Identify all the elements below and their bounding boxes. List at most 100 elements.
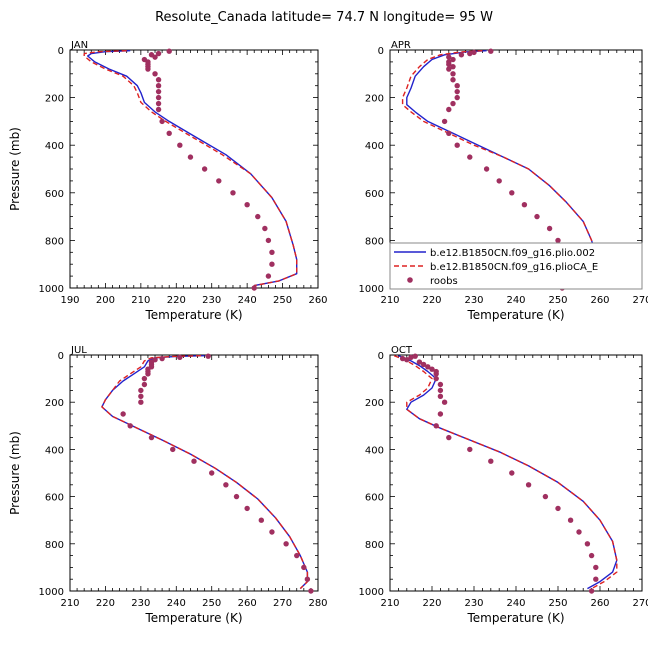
obs-point (177, 142, 183, 148)
obs-point (141, 375, 148, 382)
obs-point (404, 357, 410, 363)
obs-point (301, 564, 307, 571)
obs-point (437, 381, 444, 388)
obs-point (454, 83, 460, 89)
obs-point (265, 273, 272, 279)
obs-point (446, 106, 452, 113)
x-tick-label: 250 (548, 598, 567, 609)
obs-point (127, 423, 133, 429)
obs-point (488, 48, 494, 54)
obs-point (152, 71, 158, 77)
obs-point (454, 94, 460, 101)
obs-point (509, 470, 515, 476)
obs-point (269, 249, 275, 255)
obs-point (155, 77, 162, 83)
x-tick-label: 260 (238, 598, 257, 609)
obs-point (294, 552, 300, 559)
plot-frame (389, 354, 643, 592)
y-tick-label: 1000 (39, 587, 64, 598)
x-tick-label: 240 (506, 295, 525, 306)
obs-point (145, 371, 151, 377)
obs-point (437, 387, 444, 394)
x-tick-label: 210 (380, 598, 399, 609)
obs-point (152, 54, 158, 60)
x-tick-label: 250 (548, 295, 567, 306)
obs-point (283, 541, 289, 547)
obs-point (420, 361, 427, 368)
obs-point (521, 202, 528, 208)
obs-point (159, 118, 165, 125)
x-tick-label: 230 (464, 598, 483, 609)
x-tick-label: 270 (632, 598, 648, 609)
obs-point (304, 576, 311, 582)
y-tick-label: 800 (45, 540, 64, 551)
legend-label-model1: b.e12.B1850CN.f09_g16.plio.002 (430, 248, 595, 259)
x-tick-label: 240 (238, 295, 257, 306)
obs-point (416, 359, 423, 365)
obs-point (166, 48, 172, 54)
obs-point (177, 354, 183, 361)
obs-point (205, 353, 211, 359)
y-tick-label: 800 (365, 540, 384, 551)
x-tick-label: 200 (96, 295, 115, 306)
y-tick-label: 1000 (359, 284, 384, 295)
obs-point (450, 63, 456, 70)
y-axis-label: Pressure (mb) (8, 127, 22, 211)
legend: b.e12.B1850CN.f09_g16.plio.002 b.e12.B18… (389, 242, 643, 290)
legend-label-obs: roobs (430, 276, 458, 287)
obs-point (446, 61, 452, 67)
obs-point (567, 517, 574, 523)
obs-point (155, 106, 162, 113)
x-tick-label: 220 (167, 295, 186, 306)
series-line-model2 (83, 50, 298, 287)
obs-point (588, 588, 595, 594)
obs-point (170, 446, 176, 453)
obs-point (534, 213, 540, 220)
series-line-model1 (87, 50, 298, 287)
obs-point (555, 237, 561, 244)
obs-point (269, 529, 275, 535)
obs-point (433, 423, 439, 429)
obs-point (450, 77, 456, 83)
x-tick-label: 210 (60, 598, 79, 609)
obs-point (483, 166, 490, 172)
y-tick-label: 1000 (359, 587, 384, 598)
obs-point (148, 434, 155, 441)
obs-point (446, 434, 452, 441)
series-line-model2 (101, 355, 309, 590)
obs-point (155, 94, 162, 101)
x-axis-label: Temperature (K) (144, 308, 242, 322)
legend-label-model2: b.e12.B1850CN.f09_g16.plioCA_E (430, 262, 598, 273)
obs-point (433, 375, 439, 382)
obs-point (576, 529, 582, 535)
y-tick-label: 0 (58, 351, 64, 362)
obs-point (166, 130, 172, 136)
obs-point (446, 130, 452, 136)
obs-point (255, 213, 261, 220)
obs-point (593, 576, 599, 582)
obs-point (138, 399, 144, 405)
obs-point (471, 49, 477, 56)
y-tick-label: 0 (378, 351, 384, 362)
x-axis-label: Temperature (K) (466, 611, 564, 625)
obs-point (433, 371, 439, 377)
obs-point (201, 166, 208, 172)
series-line-model1 (398, 355, 618, 590)
obs-point (233, 493, 240, 500)
obs-point (593, 564, 599, 571)
x-tick-label: 260 (590, 598, 609, 609)
obs-point (446, 66, 452, 72)
obs-point (120, 411, 126, 417)
obs-point (138, 387, 144, 394)
obs-point (216, 178, 222, 184)
y-tick-label: 600 (365, 493, 384, 504)
panel-label: JUL (70, 345, 87, 356)
figure-title: Resolute_Canada latitude= 74.7 N longitu… (155, 10, 493, 25)
x-tick-label: 280 (308, 598, 327, 609)
obs-point (454, 88, 460, 95)
obs-point (251, 285, 257, 291)
obs-point (230, 190, 236, 196)
obs-point (496, 178, 502, 184)
obs-point (244, 505, 250, 512)
